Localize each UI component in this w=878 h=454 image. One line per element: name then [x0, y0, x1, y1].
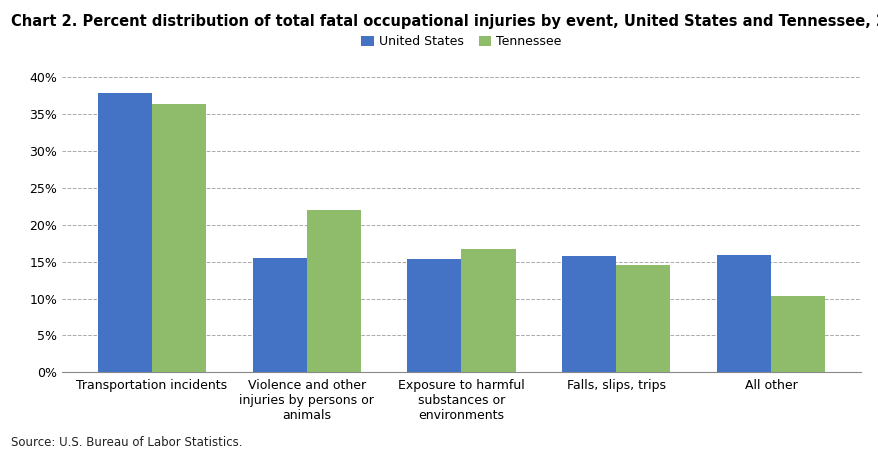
Bar [97, 94, 152, 372]
Bar [407, 259, 461, 372]
Text: Source: U.S. Bureau of Labor Statistics.: Source: U.S. Bureau of Labor Statistics. [11, 436, 242, 449]
Bar [615, 265, 670, 372]
Bar [152, 104, 206, 372]
Bar [252, 258, 306, 372]
Bar [306, 210, 361, 372]
Bar [561, 256, 615, 372]
Bar [770, 296, 824, 372]
Bar [461, 249, 515, 372]
Bar [716, 255, 770, 372]
Legend: United States, Tennessee: United States, Tennessee [356, 30, 566, 53]
Text: Chart 2. Percent distribution of total fatal occupational injuries by event, Uni: Chart 2. Percent distribution of total f… [11, 14, 878, 29]
